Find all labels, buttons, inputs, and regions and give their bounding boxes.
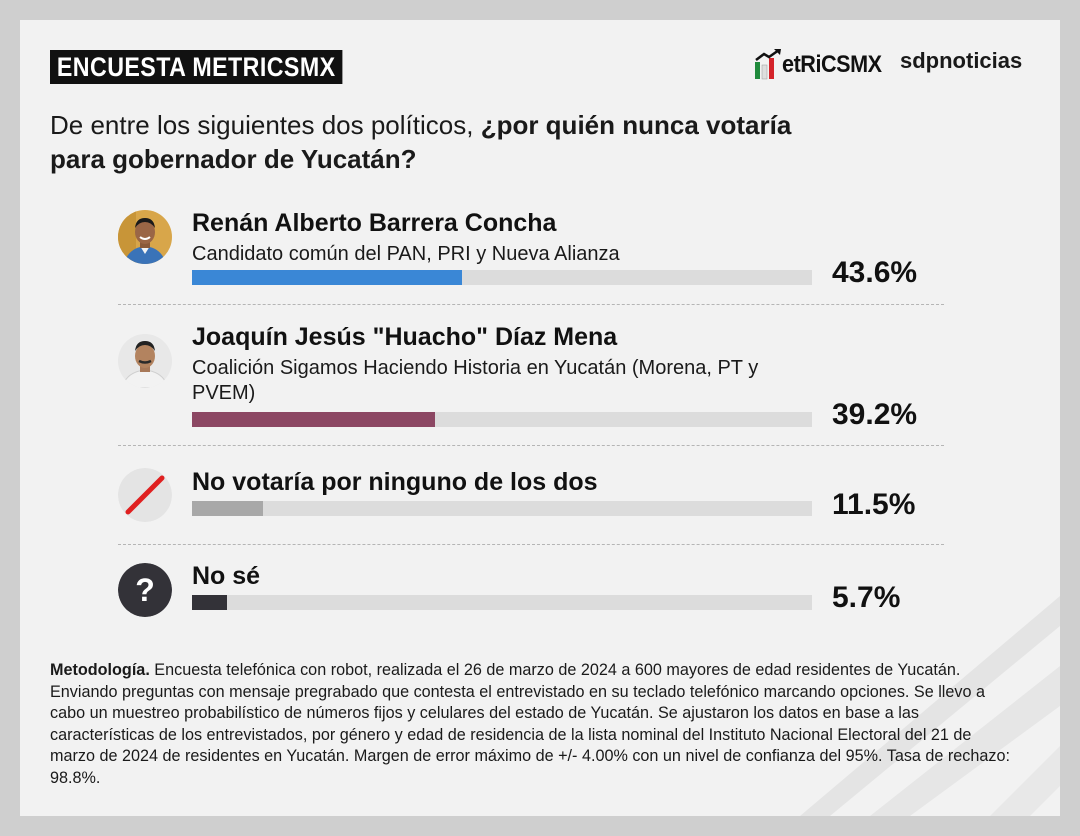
bar-track	[192, 595, 812, 610]
bar	[192, 595, 228, 610]
data-label: 43.6%	[832, 256, 918, 289]
metricsmx-chart-mark-icon	[755, 48, 781, 80]
survey-badge: ENCUESTA METRICSMX	[50, 50, 343, 84]
methodology-body: Encuesta telefónica con robot, realizada…	[50, 661, 1010, 787]
option-description: Candidato común del PAN, PRI y Nueva Ali…	[192, 243, 620, 265]
option-name: Joaquín Jesús "Huacho" Díaz Mena	[192, 323, 618, 351]
metricsmx-logo-text: etRiCSMX	[782, 51, 882, 78]
poll-card: ENCUESTA METRICSMX etRiCSMX sdpnoticias …	[20, 20, 1060, 816]
question-text: De entre los siguientes dos políticos, ¿…	[50, 108, 910, 176]
option-description: Coalición Sigamos Haciendo Historia en Y…	[192, 357, 759, 404]
svg-text:?: ?	[135, 572, 155, 608]
option-name: Renán Alberto Barrera Concha	[192, 209, 557, 237]
option-name: No votaría por ninguno de los dos	[192, 468, 598, 496]
bar-track	[192, 270, 812, 285]
background-decoration	[800, 596, 1060, 816]
data-label: 5.7%	[832, 581, 901, 614]
methodology-text: Metodología. Encuesta telefónica con rob…	[50, 660, 1010, 789]
poll-bar-chart: Renán Alberto Barrera Concha Candidato co…	[20, 20, 1060, 640]
prohibited-slash-icon	[118, 468, 172, 522]
avatar-renan-barrera	[118, 210, 172, 264]
methodology-label: Metodología.	[50, 661, 150, 679]
question-intro: De entre los siguientes dos políticos,	[50, 110, 481, 140]
question-bold-line1: ¿por quién nunca votaría	[480, 110, 792, 140]
bar	[192, 412, 436, 427]
question-bold-line2: para gobernador de Yucatán?	[50, 144, 417, 174]
option-name: No sé	[192, 562, 261, 590]
row-divider	[118, 445, 944, 446]
avatar-joaquin-diaz	[118, 334, 172, 388]
data-label: 11.5%	[832, 488, 916, 521]
data-label: 39.2%	[832, 398, 918, 431]
metricsmx-logo: etRiCSMX	[754, 46, 893, 80]
bar	[192, 501, 264, 516]
sdpnoticias-logo: sdpnoticias	[900, 48, 1023, 73]
question-mark-icon: ?	[118, 563, 172, 617]
bar	[192, 270, 463, 285]
row-divider	[118, 304, 944, 305]
bar-track	[192, 412, 812, 427]
bar-track	[192, 501, 812, 516]
row-divider	[118, 544, 944, 545]
